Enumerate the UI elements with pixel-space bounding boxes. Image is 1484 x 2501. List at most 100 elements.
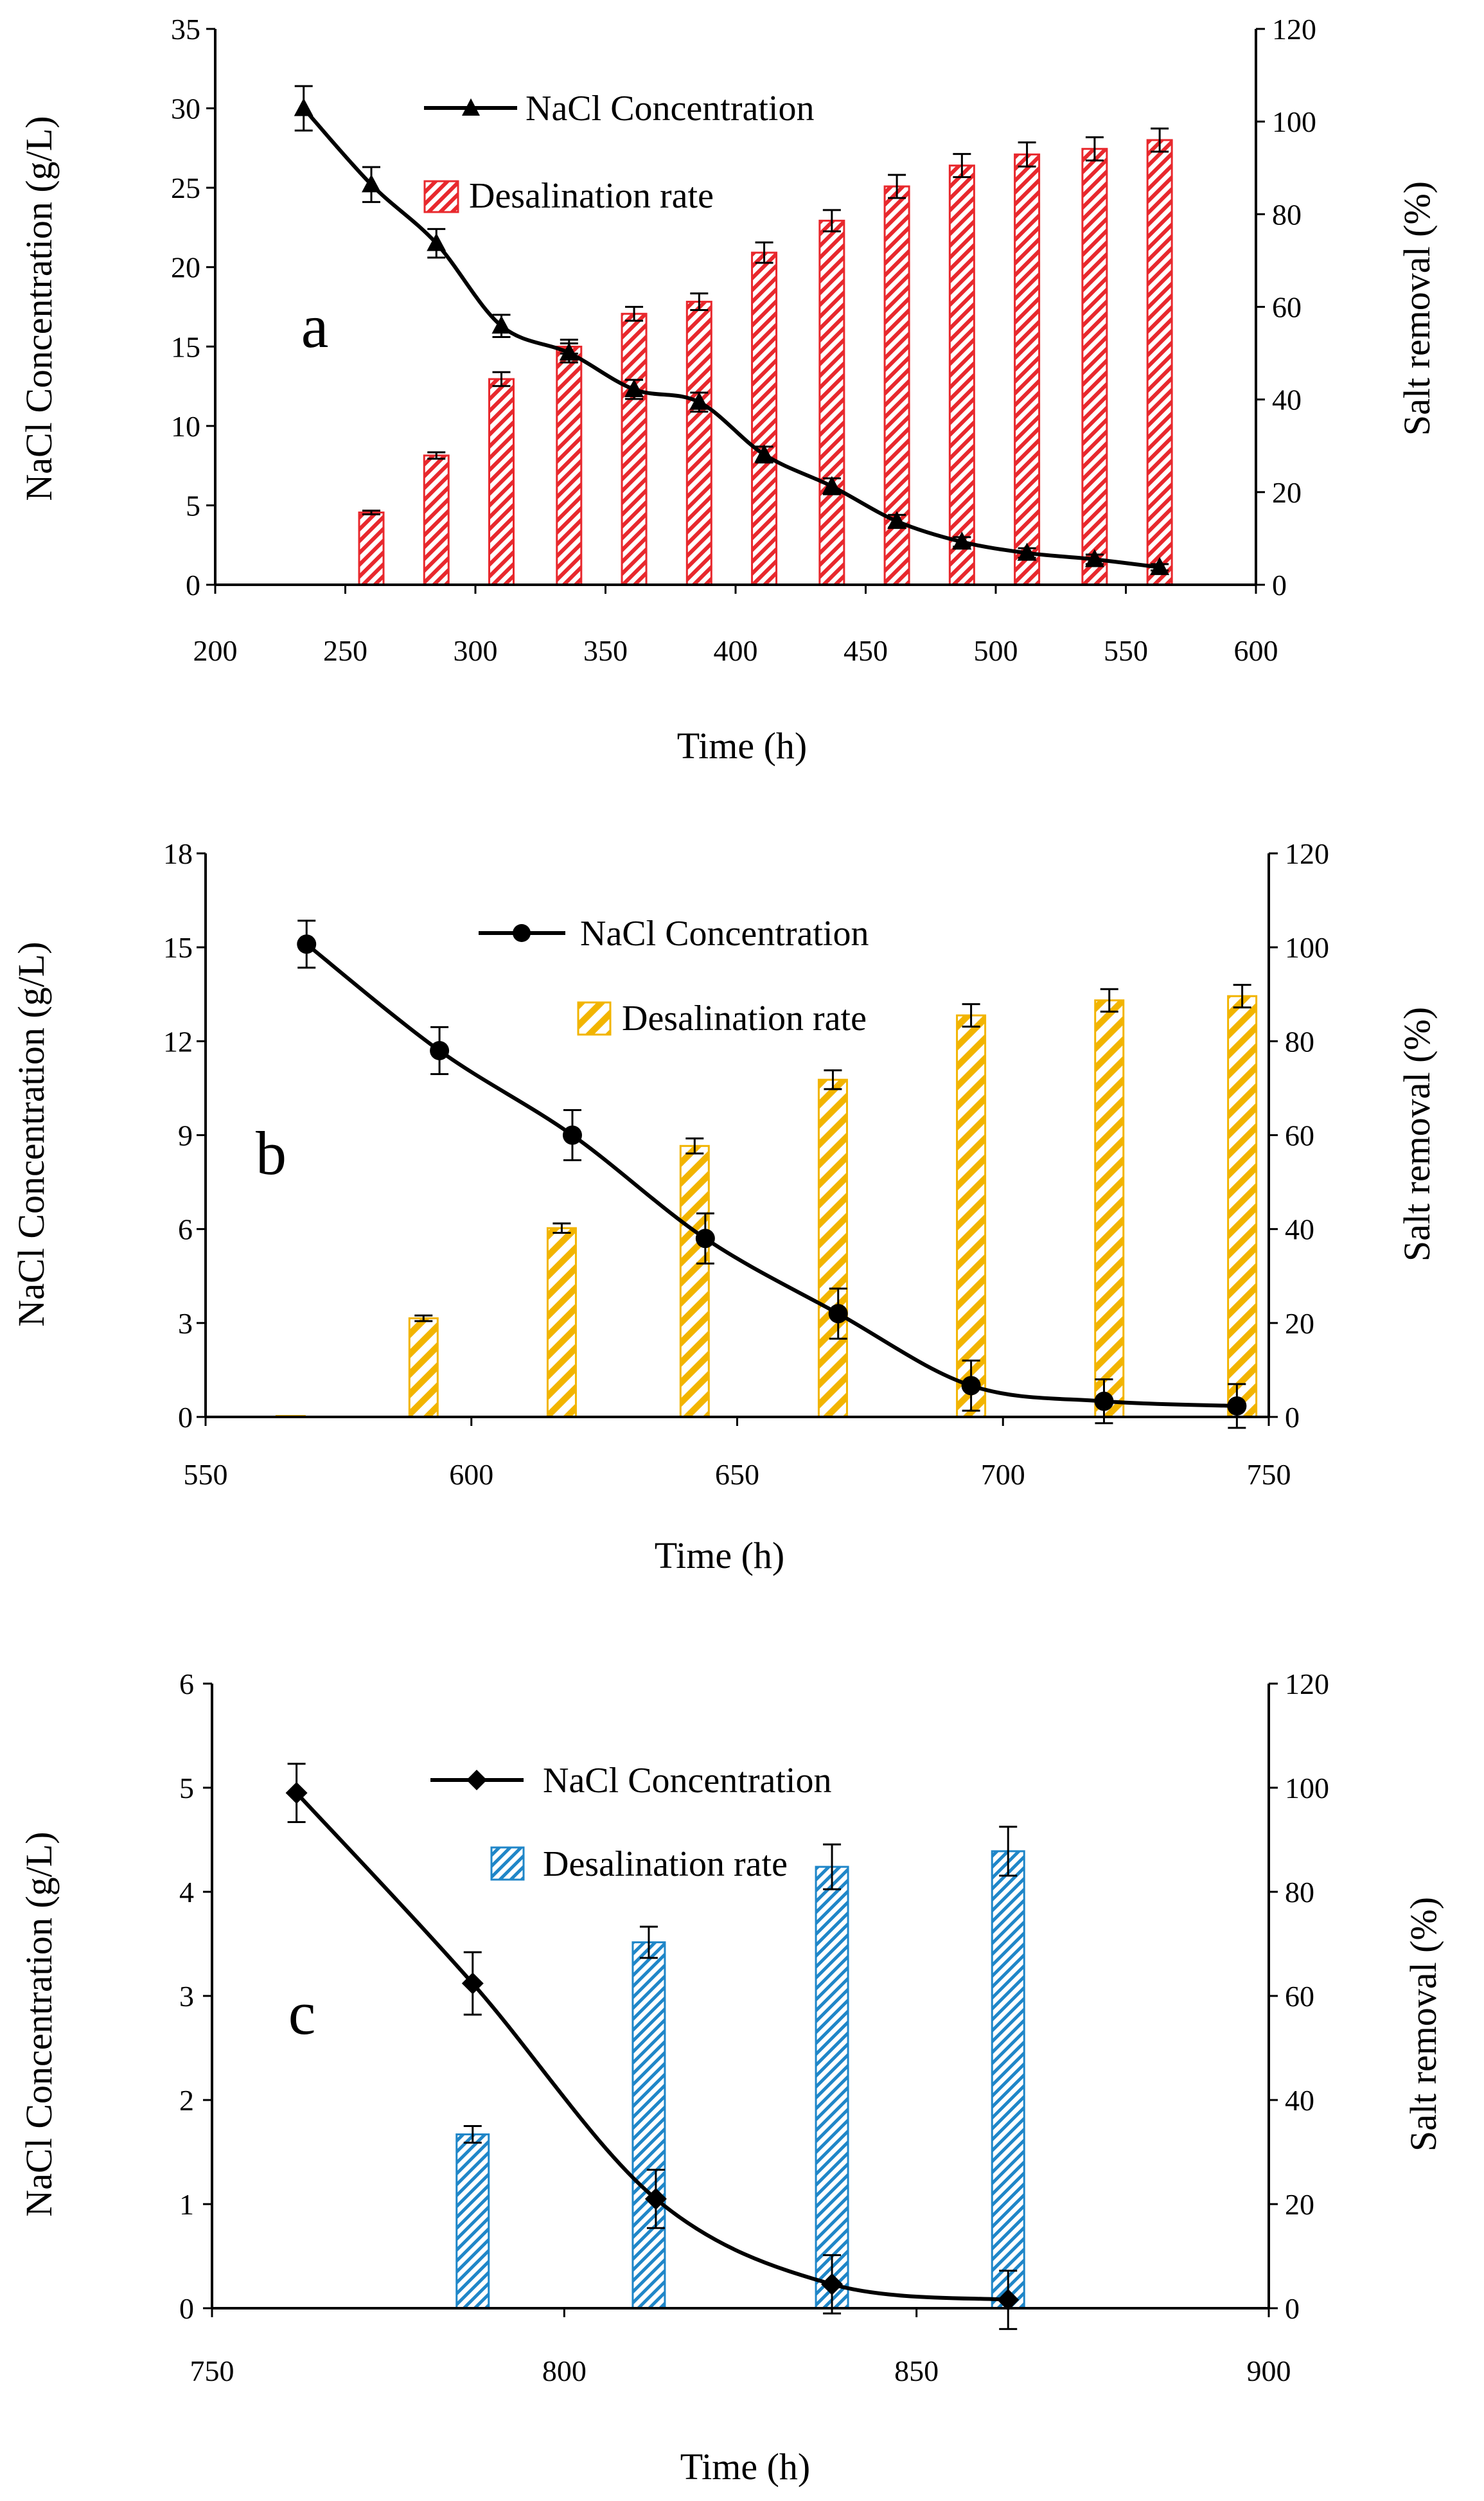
data-point: [952, 531, 972, 550]
y-left-tick-label: 15: [171, 330, 200, 363]
bar: [358, 512, 385, 586]
x-tick-label: 200: [193, 634, 238, 667]
data-point: [297, 934, 317, 954]
y-left-tick-label: 3: [179, 1980, 194, 2013]
y-right-tick-label: 80: [1285, 1025, 1314, 1058]
bar: [948, 165, 975, 586]
panel-letter: a: [301, 292, 329, 360]
x-axis-title: Time (h): [680, 2446, 811, 2488]
data-point: [1094, 1391, 1114, 1411]
plot-area: 200 250 300 350 400 450 500 550 6000510152025303…: [171, 13, 1316, 667]
legend-bar-label: Desalination rate: [469, 176, 714, 216]
data-point: [285, 1782, 308, 1804]
y-right-tick-label: 100: [1285, 1772, 1329, 1804]
x-tick-label: 900: [1247, 2354, 1291, 2387]
panel-letter: c: [288, 1979, 316, 2047]
x-axis-title: Time (h): [655, 1535, 785, 1576]
bar: [1094, 999, 1125, 1418]
bar: [991, 1850, 1025, 2310]
bar: [679, 1144, 710, 1418]
y-left-tick-label: 0: [186, 569, 200, 601]
x-tick-label: 600: [449, 1458, 493, 1491]
y-left-tick-label: 30: [171, 93, 200, 125]
y-right-tick-label: 20: [1285, 2188, 1314, 2221]
data-point: [695, 1229, 715, 1249]
data-point: [821, 2273, 844, 2295]
y-left-tick-label: 4: [179, 1876, 194, 1909]
y-axis-right-title: Salt removal (%): [1396, 181, 1438, 436]
y-left-tick-label: 6: [178, 1213, 193, 1246]
bar: [621, 312, 648, 586]
bar: [956, 1014, 987, 1418]
data-point: [362, 174, 381, 193]
y-left-tick-label: 9: [178, 1119, 193, 1152]
plot-area: 550 600 650 700 750 0 3 6 9 12 15 18 0 20 40 60 80 100 120: [163, 837, 1329, 1491]
x-tick-label: 700: [981, 1458, 1025, 1491]
y-left-tick-label: 35: [171, 13, 200, 46]
data-point: [430, 1040, 450, 1060]
data-point: [624, 379, 644, 398]
bar: [1227, 995, 1258, 1418]
x-tick-label: 250: [323, 634, 367, 667]
y-left-tick-label: 2: [179, 2084, 194, 2117]
x-tick-label: 750: [190, 2354, 234, 2387]
x-tick-label: 600: [1234, 634, 1278, 667]
y-right-tick-label: 20: [1272, 476, 1302, 509]
x-tick-label: 450: [844, 634, 888, 667]
y-right-tick-label: 20: [1285, 1307, 1314, 1340]
legend-bar-swatch: [423, 180, 459, 213]
y-right-tick-label: 120: [1285, 837, 1329, 870]
legend: NaCl Concentration Desalination rate: [479, 914, 869, 1038]
series-line: [305, 942, 1237, 1408]
legend: NaCl Concentration Desalination rate: [423, 89, 814, 216]
y-right-tick-label: 80: [1272, 198, 1302, 231]
y-left-tick-label: 3: [178, 1307, 193, 1340]
bar: [685, 301, 712, 586]
x-tick-label: 650: [715, 1458, 759, 1491]
bar: [423, 454, 450, 586]
legend-diamond-marker: [466, 1770, 487, 1790]
legend-bar-swatch: [490, 1846, 525, 1881]
bar: [817, 1078, 848, 1418]
chart-panel-b: 550 600 650 700 750 0 3 6 9 12 15 18 0 20 40 60 80 100 120…: [10, 837, 1438, 1576]
bar: [1014, 153, 1041, 586]
data-point: [689, 391, 709, 410]
bar: [546, 1227, 577, 1418]
x-tick-label: 550: [184, 1458, 228, 1491]
legend-triangle-marker: [462, 98, 480, 116]
y-right-tick-label: 120: [1285, 1668, 1329, 1700]
data-point: [1084, 549, 1104, 567]
y-right-tick-label: 60: [1285, 1119, 1314, 1152]
bar: [408, 1317, 439, 1418]
data-point: [754, 444, 774, 463]
y-left-tick-label: 0: [178, 1401, 193, 1434]
y-left-tick-label: 15: [163, 931, 193, 964]
data-point: [559, 343, 579, 361]
x-tick-label: 850: [894, 2354, 939, 2387]
y-axis-left-title: NaCl Concentration (g/L): [10, 941, 52, 1326]
y-left-tick-label: 10: [171, 410, 200, 443]
y-left-tick-label: 0: [179, 2292, 194, 2325]
y-axis-right-title: Salt removal (%): [1396, 1007, 1438, 1261]
panel-letter: b: [256, 1119, 287, 1188]
bar: [751, 251, 778, 586]
data-point: [961, 1376, 981, 1396]
x-tick-label: 550: [1104, 634, 1148, 667]
bar: [815, 1865, 849, 2310]
y-left-tick-label: 18: [163, 837, 193, 870]
x-tick-label: 300: [454, 634, 498, 667]
y-right-tick-label: 0: [1272, 569, 1287, 601]
bar: [488, 378, 515, 586]
x-tick-label: 800: [542, 2354, 587, 2387]
data-point: [562, 1125, 582, 1145]
y-right-tick-label: 0: [1285, 2292, 1300, 2325]
y-right-tick-label: 40: [1285, 2084, 1314, 2117]
data-point: [427, 233, 446, 251]
legend-bar-label: Desalination rate: [543, 1844, 788, 1884]
series-line: [295, 1792, 1009, 2302]
y-right-tick-label: 80: [1285, 1876, 1314, 1909]
bar: [632, 1941, 666, 2310]
